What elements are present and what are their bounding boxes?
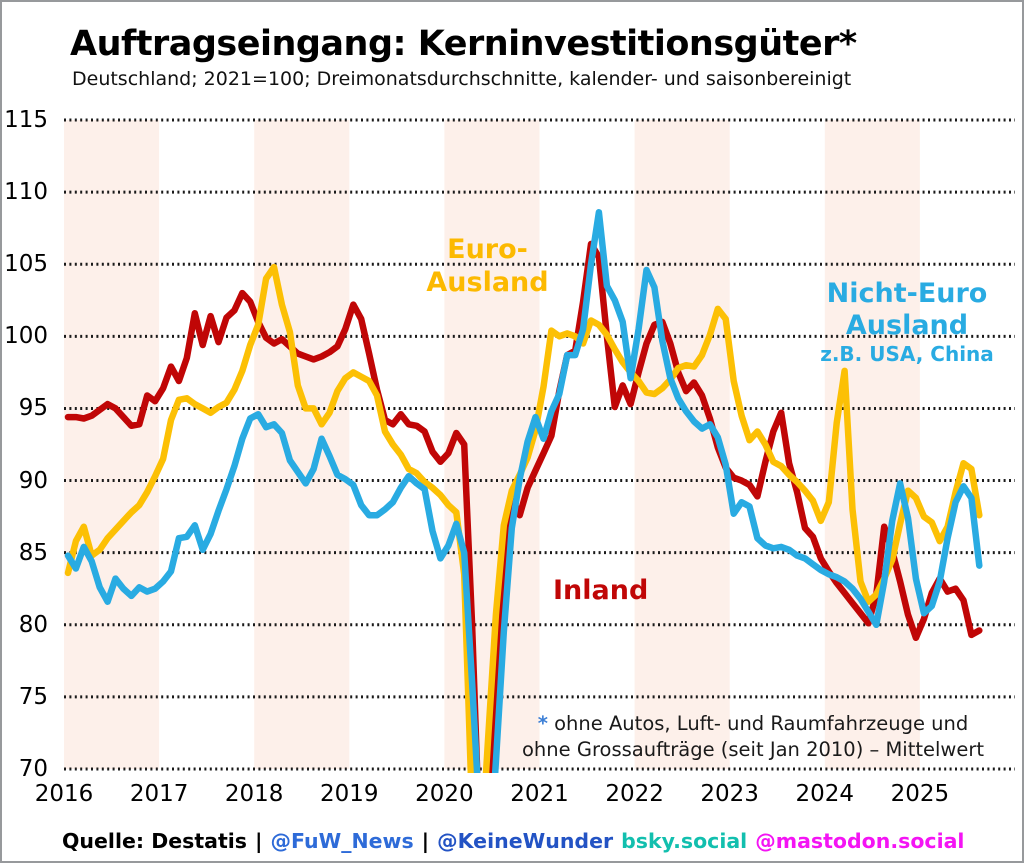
x-tick-label: 2017: [129, 781, 189, 807]
series-line-inland: [64, 240, 983, 773]
separator: |: [255, 829, 263, 853]
y-tick-label: 110: [4, 179, 48, 206]
x-tick-label: 2019: [320, 781, 379, 807]
mastodon-social-handle: @mastodon.social: [755, 829, 965, 853]
year-band-2018: [254, 120, 350, 769]
y-tick-label: 80: [18, 611, 48, 638]
y-tick-label: 85: [18, 539, 48, 566]
keinewunder-handle: @KeineWunder: [437, 829, 614, 853]
series-label-inland: Inland: [553, 575, 649, 606]
bsky-social-label: bsky.social: [621, 829, 748, 853]
y-tick-label: 105: [4, 251, 48, 278]
y-tick-label: 90: [18, 467, 48, 494]
year-band-2016: [64, 120, 160, 769]
series-label-euro-line1: Euro-: [447, 234, 528, 265]
x-tick-label: 2024: [795, 781, 855, 807]
y-tick-label: 100: [4, 323, 48, 350]
year-band-2024: [824, 120, 920, 769]
footnote-line1: * ohne Autos, Luft- und Raumfahrzeuge un…: [537, 712, 969, 735]
y-tick-label: 70: [18, 756, 48, 782]
y-tick-label: 75: [18, 683, 48, 710]
x-tick-label: 2023: [700, 781, 759, 807]
asterisk-marker: *: [537, 712, 548, 735]
series-label-euro-ausland: Euro- Ausland: [385, 233, 590, 299]
x-tick-label: 2018: [224, 781, 284, 807]
series-label-nichteuro-line2: Ausland: [845, 310, 969, 341]
x-tick-label: 2022: [605, 781, 664, 807]
series-label-nichteuro-line1: Nicht-Euro: [826, 278, 988, 309]
page-title: Auftragseingang: Kerninvestitionsgüter*: [70, 24, 857, 64]
source-label: Quelle: Destatis: [62, 829, 248, 853]
series-label-euro-line2: Ausland: [426, 267, 549, 298]
page-subtitle: Deutschland; 2021=100; Dreimonatsdurchsc…: [72, 68, 852, 90]
series-label-nicht-euro-ausland: Nicht-Euro Ausland z.B. USA, China: [790, 278, 1022, 366]
y-tick-label: 95: [18, 395, 48, 422]
fuw-news-handle: @FuW_News: [270, 829, 414, 853]
footnote-line2: ohne Grossaufträge (seit Jan 2010) – Mit…: [521, 738, 985, 761]
x-tick-label: 2025: [890, 781, 950, 807]
series-line-nicht-euro-ausland: [64, 209, 983, 773]
footnote: * ohne Autos, Luft- und Raumfahrzeuge un…: [510, 711, 996, 763]
x-tick-label: 2021: [510, 781, 569, 807]
y-tick-label: 115: [4, 107, 48, 133]
x-tick-label: 2016: [34, 781, 94, 807]
series-label-nichteuro-sub: z.B. USA, China: [820, 342, 994, 366]
separator: |: [421, 829, 430, 853]
x-tick-label: 2020: [415, 781, 474, 807]
source-footer: Quelle: Destatis | @FuW_News | @KeineWun…: [62, 829, 964, 853]
